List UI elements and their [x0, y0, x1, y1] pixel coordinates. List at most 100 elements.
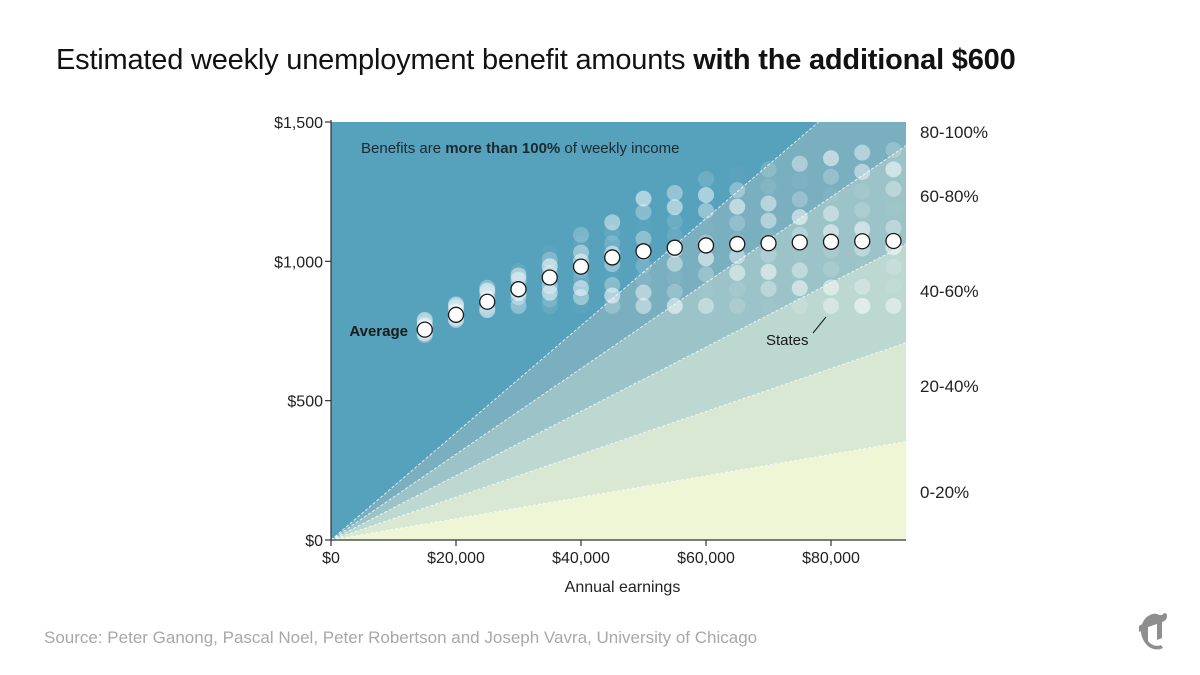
average-dots — [416, 232, 902, 338]
average-dot — [572, 258, 590, 275]
state-dot — [698, 186, 714, 203]
state-dot — [666, 269, 683, 286]
state-dot — [666, 213, 683, 230]
state-dot — [885, 297, 902, 314]
state-dot — [541, 258, 558, 275]
state-dot — [885, 141, 902, 158]
state-dot — [698, 218, 714, 235]
chart-title: Estimated weekly unemployment benefit am… — [56, 44, 1016, 77]
state-dot — [729, 281, 746, 298]
state-dot — [854, 163, 871, 180]
state-dot — [823, 297, 839, 314]
states-label: States — [766, 332, 809, 349]
state-dot — [823, 279, 839, 296]
average-dot — [510, 281, 527, 298]
state-dot — [666, 297, 683, 314]
state-dot — [729, 264, 746, 281]
state-dot — [510, 263, 527, 280]
state-dot — [760, 263, 777, 280]
state-dot — [729, 215, 746, 232]
state-dot — [604, 214, 621, 231]
state-dot — [666, 185, 683, 202]
state-dot — [854, 144, 871, 161]
state-dot — [635, 190, 652, 207]
state-dot — [573, 226, 589, 243]
state-dot — [666, 227, 683, 244]
average-dot — [822, 233, 840, 250]
state-dot — [541, 284, 558, 301]
band-label: 20-40% — [920, 377, 979, 396]
source-note: Source: Peter Ganong, Pascal Noel, Peter… — [44, 628, 758, 647]
state-dot — [604, 224, 621, 241]
states-leader-line — [812, 316, 827, 334]
state-dot — [854, 260, 870, 276]
state-dot — [510, 267, 527, 284]
y-tick-label: $1,500 — [274, 115, 323, 132]
replacement-bands — [331, 122, 906, 540]
state-dot — [791, 262, 808, 279]
state-dot — [854, 221, 871, 238]
state-dot — [573, 244, 589, 261]
state-dot — [729, 248, 746, 265]
above-band-label: Benefits are more than 100% of weekly in… — [361, 140, 679, 157]
state-dot — [541, 244, 558, 261]
average-dot — [635, 243, 652, 260]
state-dot — [791, 191, 808, 208]
band-label: 40-60% — [920, 282, 979, 301]
state-dot — [698, 297, 714, 314]
average-label: Average — [349, 323, 408, 340]
state-dot — [729, 198, 746, 215]
state-dot — [573, 271, 589, 288]
state-dot — [823, 205, 839, 222]
average-dot — [416, 321, 433, 338]
y-tick-label: $1,000 — [274, 254, 323, 271]
band-label: 60-80% — [920, 187, 979, 206]
state-dot — [854, 202, 871, 219]
state-dot — [541, 251, 558, 268]
nyt-logo-icon — [1139, 613, 1167, 650]
state-dot — [854, 278, 871, 295]
title-prefix: Estimated weekly unemployment benefit am… — [56, 44, 694, 76]
axes: $0 $500 $1,000 $1,500 $0 $20,000 $40,000 $60,00… — [274, 115, 906, 596]
state-dot — [791, 209, 808, 226]
state-dot — [823, 168, 839, 185]
state-dot — [698, 250, 714, 267]
state-dot — [479, 279, 496, 296]
band-boundary-60-80% — [331, 145, 906, 540]
state-dot — [604, 287, 621, 304]
band-40-60% — [331, 244, 906, 540]
state-dot — [885, 161, 902, 178]
state-dot — [698, 202, 714, 219]
state-dot — [791, 280, 808, 297]
state-dot — [886, 200, 902, 216]
state-dot — [666, 199, 683, 216]
x-axis-label: Annual earnings — [565, 579, 681, 596]
state-dot — [635, 257, 652, 274]
average-dot — [604, 249, 621, 266]
state-dot — [791, 173, 808, 190]
y-tick-label: $0 — [305, 533, 323, 550]
band-label: 80-100% — [920, 123, 988, 142]
state-dot — [760, 212, 777, 229]
x-tick-label: $60,000 — [677, 550, 735, 567]
chart-labels: 80-100% 60-80% 40-60% 20-40% 0-20% Benefits a… — [349, 123, 988, 502]
state-dot — [760, 161, 777, 178]
average-dot — [791, 234, 808, 251]
state-dot — [604, 235, 621, 252]
state-dot — [635, 271, 652, 288]
state-dot — [729, 297, 746, 314]
state-dot — [635, 284, 652, 301]
average-dot — [541, 269, 558, 286]
state-dot — [760, 246, 777, 263]
state-dot — [479, 282, 496, 299]
y-tick-label: $500 — [287, 394, 323, 411]
state-dot — [666, 255, 683, 272]
average-dot — [666, 239, 683, 256]
state-dot — [573, 297, 589, 314]
state-dot — [729, 182, 746, 199]
band-boundary-0-20% — [331, 440, 906, 540]
state-dot — [854, 182, 871, 199]
state-dot — [635, 297, 652, 314]
state-dot — [885, 180, 902, 197]
